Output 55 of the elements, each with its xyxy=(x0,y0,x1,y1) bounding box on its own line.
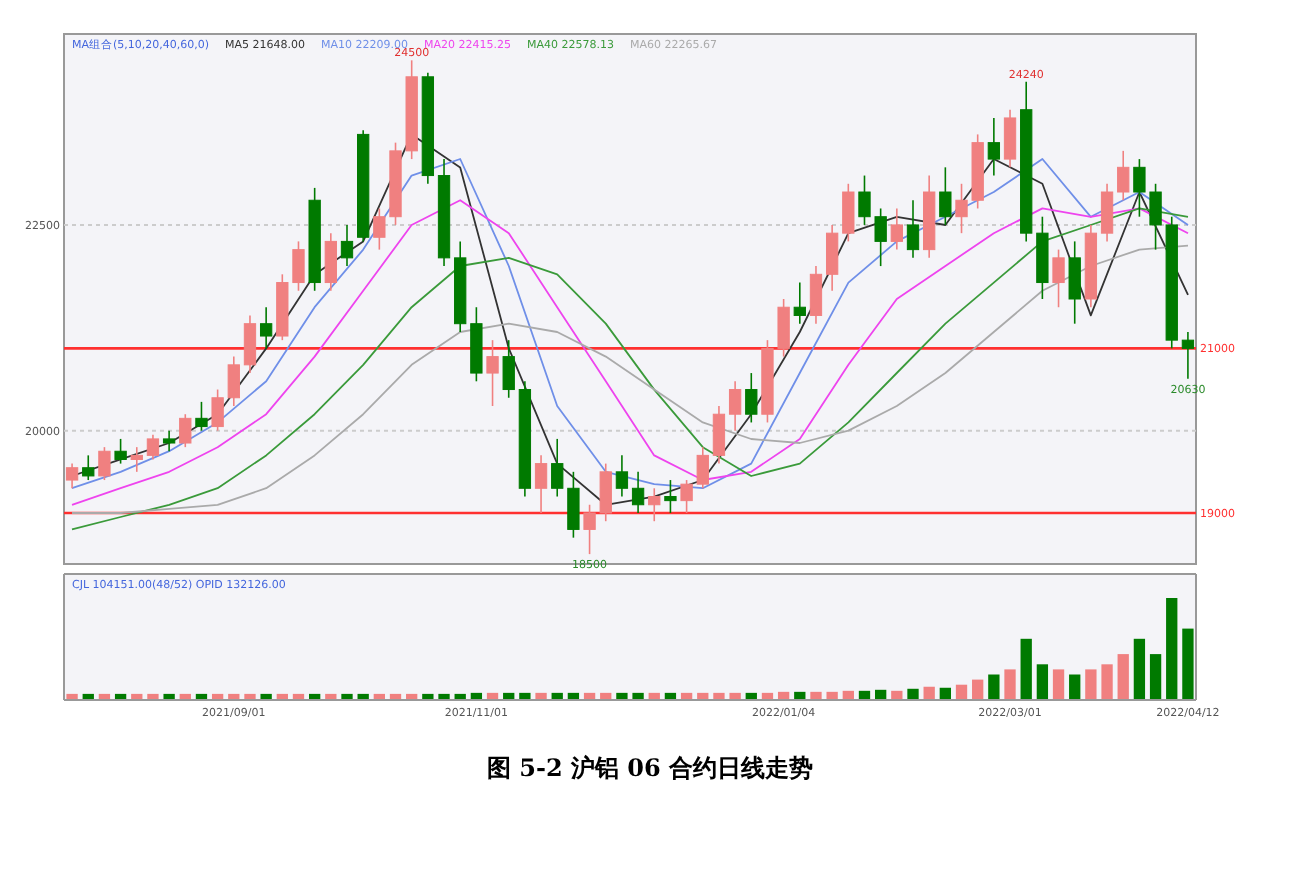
candlestick xyxy=(987,117,1001,177)
candlestick xyxy=(324,232,337,292)
candlestick xyxy=(179,413,192,448)
candlestick xyxy=(1117,150,1130,202)
candlestick xyxy=(114,438,127,465)
candlestick xyxy=(486,339,499,407)
candlestick xyxy=(146,433,160,461)
candlestick xyxy=(1100,182,1114,243)
bar xyxy=(1182,628,1194,700)
candlestick xyxy=(162,429,176,453)
candlestick xyxy=(648,487,661,522)
bar xyxy=(907,688,919,700)
candlestick xyxy=(890,207,903,251)
candlestick xyxy=(1003,108,1017,169)
bar xyxy=(1085,669,1097,700)
candlestick xyxy=(842,182,855,243)
bar xyxy=(972,679,984,700)
candlestick xyxy=(906,199,920,259)
candlestick xyxy=(825,224,839,292)
bar xyxy=(1069,674,1081,700)
candlestick xyxy=(195,401,208,432)
candlestick xyxy=(82,454,95,481)
candlestick xyxy=(809,265,823,325)
bar xyxy=(1133,638,1146,700)
candlestick xyxy=(98,446,111,481)
candlestick xyxy=(259,306,273,350)
candlestick xyxy=(534,454,548,514)
bar xyxy=(1052,669,1065,700)
bar xyxy=(1101,664,1113,700)
candlestick xyxy=(1181,331,1195,380)
bar xyxy=(988,674,1000,700)
candlestick xyxy=(728,380,742,432)
candlestick xyxy=(939,166,952,226)
bar xyxy=(1117,654,1129,700)
bar xyxy=(1166,598,1178,700)
candlestick xyxy=(664,479,677,514)
bar xyxy=(1004,669,1016,700)
bar xyxy=(810,691,822,700)
candlestick xyxy=(745,372,758,424)
candlestick xyxy=(1052,248,1065,309)
candlestick xyxy=(502,339,515,399)
bar xyxy=(1149,654,1162,700)
bar xyxy=(826,691,838,700)
text: 图 5-2 沪铝 06 合约日线走势 xyxy=(486,754,814,782)
candlestick xyxy=(615,454,629,498)
candlestick xyxy=(712,405,726,465)
candlestick xyxy=(793,281,806,325)
candlestick xyxy=(65,462,79,490)
bar xyxy=(1020,638,1032,700)
candlestick xyxy=(1068,240,1081,325)
candlestick xyxy=(631,471,645,514)
candlestick xyxy=(130,446,143,473)
candlestick xyxy=(243,314,257,374)
bar xyxy=(1036,664,1049,700)
candlestick xyxy=(340,224,354,267)
